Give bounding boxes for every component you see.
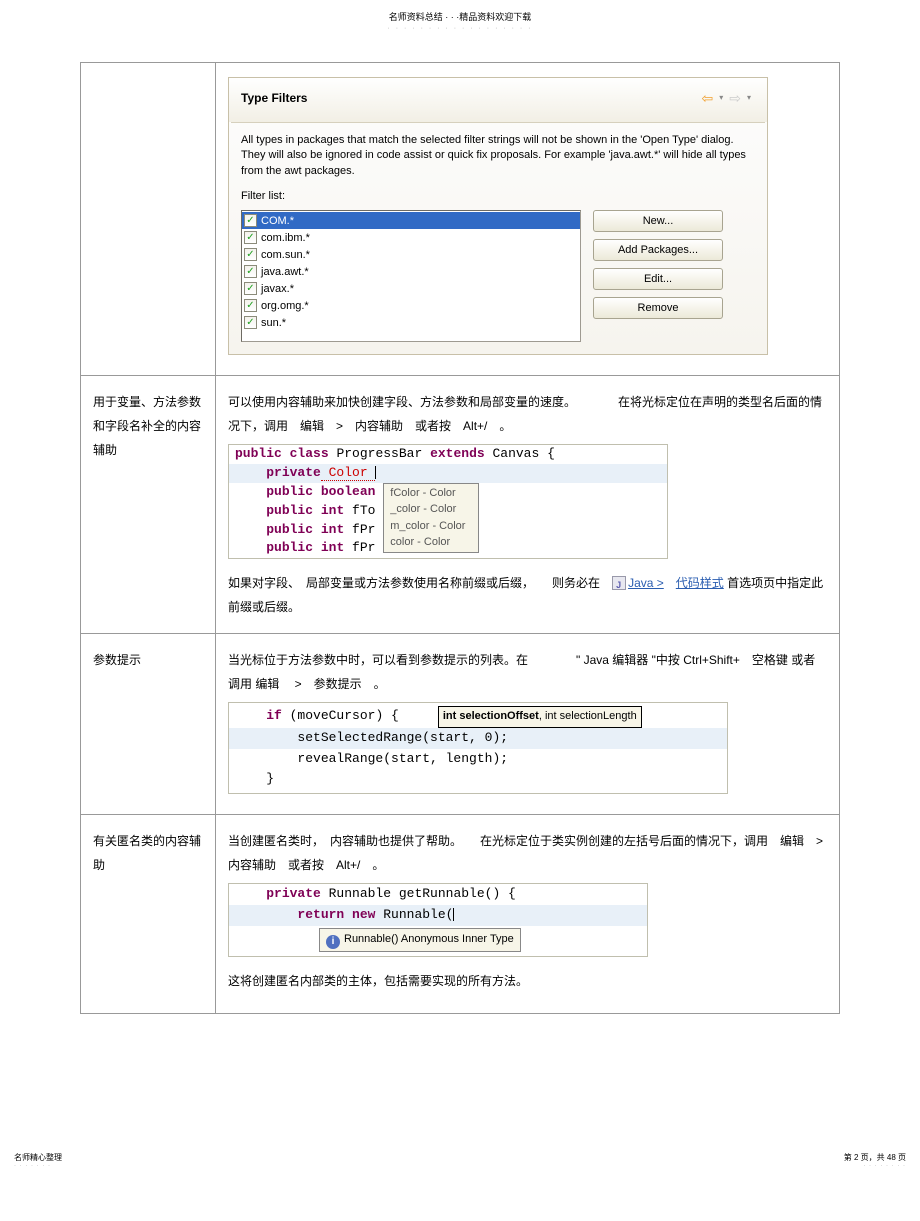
completion-item[interactable]: color - Color xyxy=(390,534,472,551)
cell-right-3: 当光标位于方法参数中时，可以看到参数提示的列表。在 " Java 编辑器 "中按… xyxy=(216,634,840,815)
text-span: 可以使用内容辅助来加快创建字段、方法参数和局部变量的速度。 xyxy=(228,395,570,409)
info-icon: i xyxy=(326,935,340,949)
checkbox-icon[interactable]: ✓ xyxy=(244,248,257,261)
cell-left-2: 用于变量、方法参数和字段名补全的内容辅助 xyxy=(81,376,216,634)
completion-item[interactable]: fColor - Color xyxy=(390,485,472,502)
cell-right-4: 当创建匿名类时， 内容辅助也提供了帮助。 在光标定位于类实例创建的左括号后面的情… xyxy=(216,815,840,1014)
cell-left-1 xyxy=(81,63,216,376)
text-span: 如果对字段、 局部变量或方法参数使用名称前缀或后缀， xyxy=(228,576,528,590)
row2-text: 可以使用内容辅助来加快创建字段、方法参数和局部变量的速度。 在将光标定位在声明的… xyxy=(228,390,827,438)
header-dots: · · · · · · · · · · · · · · · · · · xyxy=(0,25,920,32)
code-style-link[interactable]: 代码样式 xyxy=(676,576,724,590)
row3-text: 当光标位于方法参数中时，可以看到参数提示的列表。在 " Java 编辑器 "中按… xyxy=(228,648,827,696)
doc-table: Type Filters ⇦ ▾ ⇨ ▾ All types in packag… xyxy=(80,62,840,1014)
param-hint-tooltip: int selectionOffset, int selectionLength xyxy=(438,706,642,728)
checkbox-icon[interactable]: ✓ xyxy=(244,231,257,244)
code-assist-screenshot: public class ProgressBar extends Canvas … xyxy=(228,444,668,559)
dialog-title: Type Filters xyxy=(241,86,700,110)
nav-forward-icon: ⇨ xyxy=(727,84,743,112)
nav-back-icon[interactable]: ⇦ xyxy=(700,84,716,112)
anon-completion-popup[interactable]: i Runnable() Anonymous Inner Type xyxy=(319,928,521,952)
param-hint-screenshot: if (moveCursor) { int selectionOffset, i… xyxy=(228,702,728,794)
cell-left-4: 有关匿名类的内容辅助 xyxy=(81,815,216,1014)
checkbox-icon[interactable]: ✓ xyxy=(244,299,257,312)
completion-item[interactable]: m_color - Color xyxy=(390,518,472,535)
row4-text2: 这将创建匿名内部类的主体，包括需要实现的所有方法。 xyxy=(228,969,827,993)
footer-right: 第 2 页，共 48 页 xyxy=(844,1152,906,1163)
filter-list-label: Filter list: xyxy=(241,185,755,207)
page-footer: 名师精心整理 · · · · · · · 第 2 页，共 48 页 · · · … xyxy=(0,1144,920,1171)
java-pref-icon xyxy=(612,576,626,590)
footer-dots: · · · · · · · xyxy=(14,1163,62,1169)
checkbox-icon[interactable]: ✓ xyxy=(244,316,257,329)
cell-left-3: 参数提示 xyxy=(81,634,216,815)
completion-item-label: Runnable() Anonymous Inner Type xyxy=(344,933,514,945)
footer-dots: · · · · · · · · xyxy=(844,1163,906,1169)
type-filters-dialog: Type Filters ⇦ ▾ ⇨ ▾ All types in packag… xyxy=(228,77,768,355)
list-item[interactable]: ✓org.omg.* xyxy=(242,297,580,314)
cell-right-2: 可以使用内容辅助来加快创建字段、方法参数和局部变量的速度。 在将光标定位在声明的… xyxy=(216,376,840,634)
add-packages-button[interactable]: Add Packages... xyxy=(593,239,723,261)
list-item-label: sun.* xyxy=(261,312,286,334)
checkbox-icon[interactable]: ✓ xyxy=(244,214,257,227)
footer-left: 名师精心整理 xyxy=(14,1152,62,1163)
page-header: 名师资料总结 · · ·精品资料欢迎下载 xyxy=(0,0,920,25)
java-link[interactable]: Java > xyxy=(628,576,664,590)
checkbox-icon[interactable]: ✓ xyxy=(244,282,257,295)
checkbox-icon[interactable]: ✓ xyxy=(244,265,257,278)
filter-listbox[interactable]: ✓COM.* ✓com.ibm.* ✓com.sun.* ✓java.awt.*… xyxy=(241,210,581,342)
text-span: 则务必在 xyxy=(552,576,600,590)
row2-text2: 如果对字段、 局部变量或方法参数使用名称前缀或后缀， 则务必在 Java > 代… xyxy=(228,571,827,619)
remove-button[interactable]: Remove xyxy=(593,297,723,319)
row4-text: 当创建匿名类时， 内容辅助也提供了帮助。 在光标定位于类实例创建的左括号后面的情… xyxy=(228,829,827,877)
text-span: 编辑 > 内容辅助 或者按 Alt+/ 。 xyxy=(288,419,511,433)
completion-item[interactable]: _color - Color xyxy=(390,501,472,518)
completion-popup[interactable]: fColor - Color_color - Colorm_color - Co… xyxy=(383,483,479,553)
cell-right-1: Type Filters ⇦ ▾ ⇨ ▾ All types in packag… xyxy=(216,63,840,376)
dialog-description: All types in packages that match the sel… xyxy=(241,133,755,179)
list-item[interactable]: ✓ sun.* xyxy=(242,314,580,331)
anon-class-screenshot: private Runnable getRunnable() { return … xyxy=(228,883,648,957)
nav-back-dropdown[interactable]: ▾ xyxy=(715,90,727,106)
new-button[interactable]: New... xyxy=(593,210,723,232)
edit-button[interactable]: Edit... xyxy=(593,268,723,290)
nav-fwd-dropdown: ▾ xyxy=(743,90,755,106)
